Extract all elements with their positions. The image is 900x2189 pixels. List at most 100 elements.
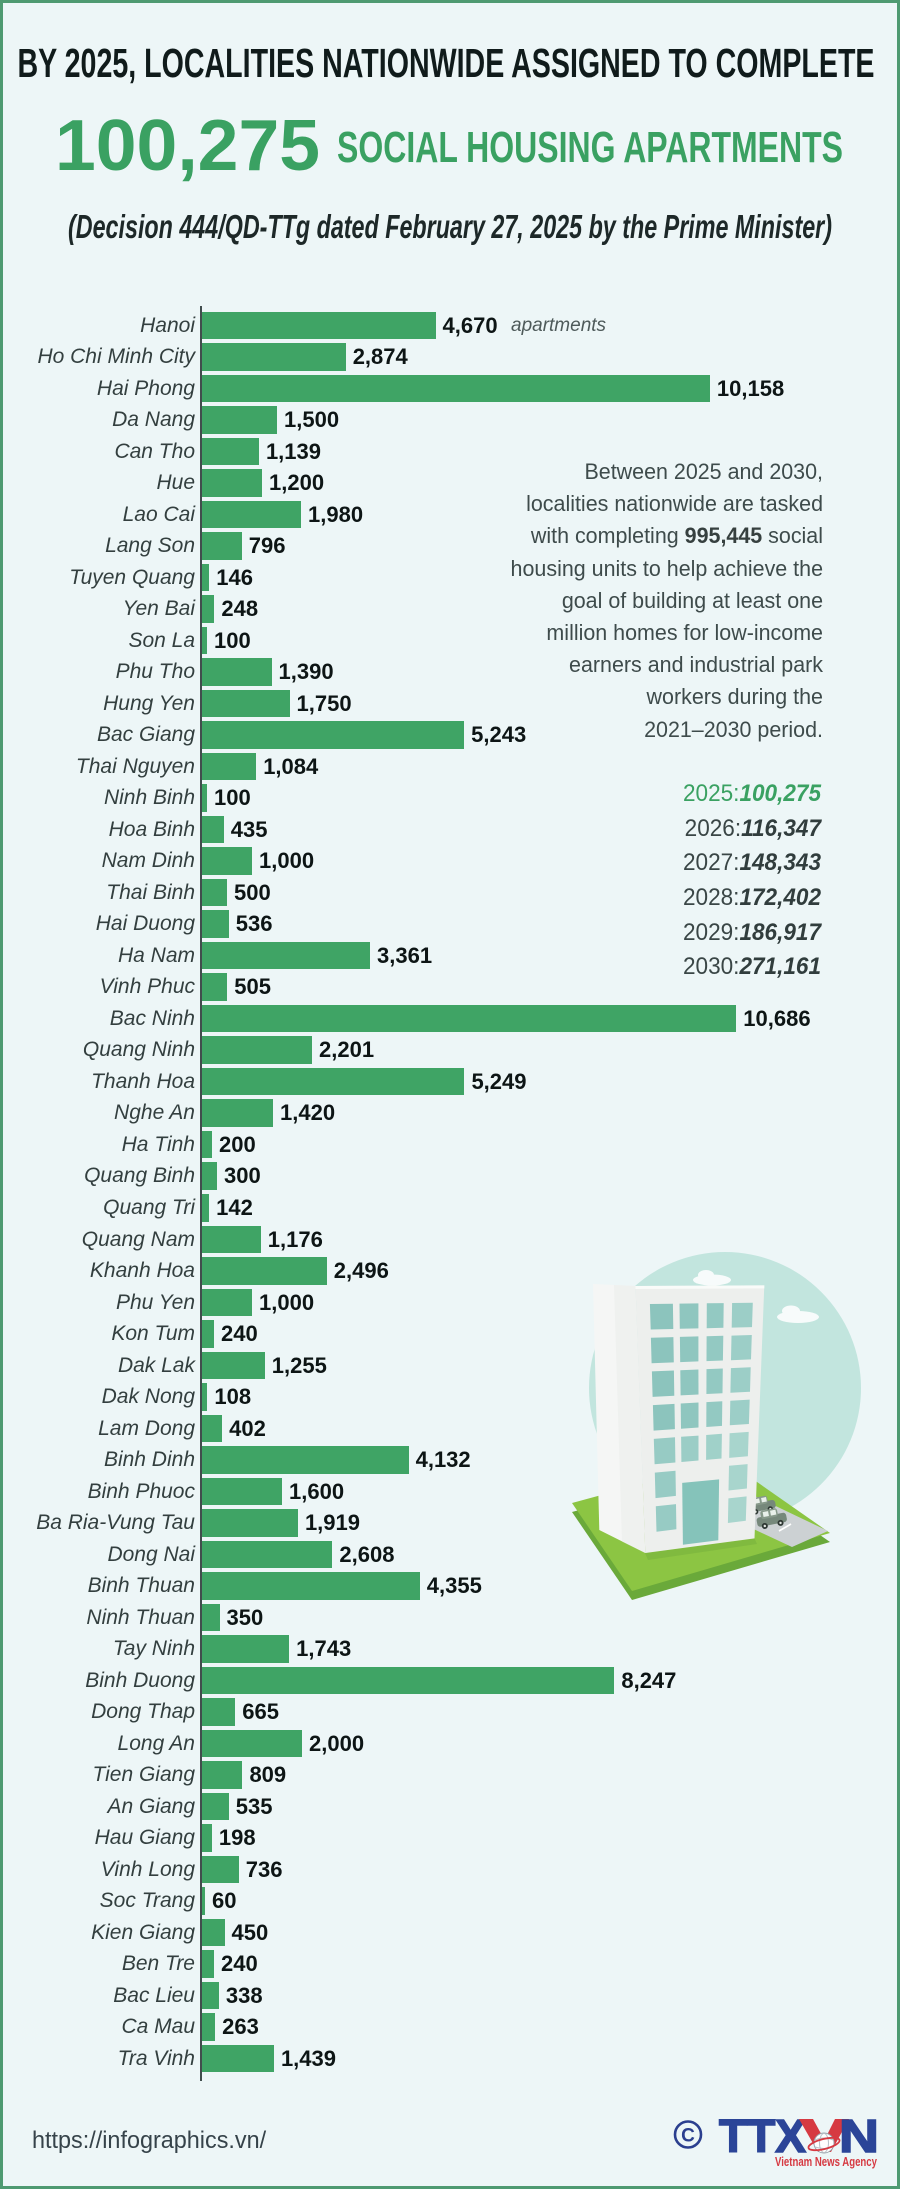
bar — [202, 1162, 217, 1190]
bar — [202, 437, 259, 466]
bar-row: Ha Nam 3,361 — [0, 940, 900, 972]
bar-value: 402 — [229, 1415, 266, 1441]
bar — [202, 1320, 214, 1348]
footer-url[interactable]: https://infographics.vn/ — [32, 2127, 267, 2154]
bar-row: Binh Phuoc 1,600 — [0, 1476, 900, 1508]
building-window — [731, 1335, 752, 1361]
bar — [202, 595, 215, 623]
bar-value: 10,158 — [716, 375, 785, 401]
bar-label: Hue — [156, 471, 195, 495]
bar-label: Tra Vinh — [117, 2046, 195, 2070]
bar-label: Ho Chi Minh City — [37, 345, 195, 369]
bar-row: Soc Trang 60 — [0, 1885, 900, 1917]
bar-value: 100 — [214, 627, 251, 653]
bar-label: Ha Nam — [117, 943, 195, 967]
bar-row: Binh Duong 8,247 — [0, 1665, 900, 1697]
bar-row: Binh Thuan 4,355 — [0, 1570, 900, 1602]
year-target-row: 2030:271,161 — [577, 950, 821, 985]
bar-label: Dong Nai — [107, 1542, 195, 1566]
paragraph-bold-number: 995,445 — [684, 523, 763, 549]
ttxvn-logo: TTX N Vietnam News Agency — [718, 2109, 880, 2169]
svg-text:C: C — [681, 2126, 695, 2147]
bar — [202, 910, 229, 938]
bar — [202, 406, 277, 434]
bar-row: Binh Dinh 4,132 — [0, 1444, 900, 1476]
bar-label: Lao Cai — [122, 502, 195, 526]
bar-value: 1,420 — [280, 1100, 336, 1126]
bar — [202, 1603, 220, 1632]
bar-value: 1,600 — [289, 1478, 345, 1504]
bar-value: 5,249 — [471, 1068, 527, 1094]
bar-row: Bac Lieu 338 — [0, 1980, 900, 2012]
building-window — [706, 1303, 724, 1329]
bar-label: Ba Ria-Vung Tau — [36, 1511, 195, 1535]
bar-value: 3,361 — [377, 942, 433, 968]
logo-n: N — [839, 2110, 879, 2162]
bar-value: 240 — [221, 1321, 258, 1347]
bar-row: Vinh Long 736 — [0, 1854, 900, 1886]
car-icon — [756, 1508, 787, 1529]
bar-value: 505 — [234, 974, 271, 1000]
headline-text: SOCIAL HOUSING APARTMENTS — [337, 123, 843, 172]
bar — [202, 1761, 243, 1789]
bar-label: Ben Tre — [121, 1952, 195, 1976]
bar-value: 4,670 — [442, 312, 498, 338]
bar-row: Phu Tho 1,390 — [0, 656, 900, 688]
bar-value: 500 — [234, 879, 271, 905]
bar-label: Hung Yen — [103, 691, 195, 715]
bar-label: Kien Giang — [91, 1920, 195, 1944]
year-label: 2025: — [682, 780, 740, 807]
bar — [202, 343, 346, 371]
bar-label: Quang Ninh — [82, 1038, 195, 1062]
paragraph-text: Between 2025 and 2030, localities nation… — [526, 459, 823, 549]
bar-row: Tay Ninh 1,743 — [0, 1633, 900, 1665]
bar-row: Dong Nai 2,608 — [0, 1539, 900, 1571]
bar-value: 2,496 — [333, 1258, 389, 1284]
logo-ttx: TTX — [719, 2110, 806, 2162]
bar-value: 142 — [216, 1195, 253, 1220]
bar-row: Phu Yen 1,000 — [0, 1287, 900, 1319]
bar-label: Lam Dong — [98, 1416, 195, 1440]
bar-row: Tuyen Quang 146 — [0, 562, 900, 594]
logo-caption: Vietnam News Agency — [775, 2155, 877, 2169]
bar-label: Binh Dinh — [103, 1448, 195, 1472]
bar-row: Ninh Thuan 350 — [0, 1602, 900, 1634]
bar — [202, 1477, 282, 1506]
bar-label: Vinh Phuc — [99, 975, 195, 999]
bar — [202, 752, 257, 781]
year-label: 2027: — [682, 849, 740, 877]
year-label: 2026: — [684, 814, 742, 842]
bar-label: Hai Duong — [95, 912, 195, 936]
year-target-row: 2027:148,343 — [577, 846, 821, 881]
bar — [202, 941, 371, 970]
bar — [202, 532, 242, 560]
bar-value: 263 — [222, 2014, 259, 2040]
bar-label: Son La — [128, 628, 195, 652]
bar — [202, 500, 301, 529]
bar-label: Quang Nam — [81, 1227, 195, 1251]
bar-label: Ninh Thuan — [86, 1605, 195, 1629]
bar — [202, 1099, 273, 1127]
bar-row: Ho Chi Minh City 2,874 — [0, 341, 900, 373]
building-window — [651, 1370, 675, 1397]
bar-row: Ba Ria-Vung Tau 1,919 — [0, 1507, 900, 1539]
bar-label: Hai Phong — [96, 376, 195, 400]
bar-value: 1,500 — [284, 407, 340, 433]
bar-value: 338 — [225, 1982, 263, 2008]
building-window — [706, 1401, 723, 1427]
building-roof-edge — [635, 1285, 765, 1289]
bar-value: 60 — [212, 1888, 237, 1914]
bar-value: 1,743 — [296, 1636, 352, 1662]
bar-row: Lao Cai 1,980 — [0, 499, 900, 531]
bar-row: Da Nang 1,500 — [0, 404, 900, 436]
bar-label: Binh Duong — [85, 1668, 195, 1692]
bar-row: Nghe An 1,420 — [0, 1097, 900, 1129]
bar — [202, 1509, 298, 1537]
bar-row: Hai Phong 10,158 — [0, 373, 900, 405]
bar — [202, 1572, 420, 1600]
copyright-icon: C — [673, 2120, 703, 2149]
bar-row: Bac Giang 5,243 — [0, 719, 900, 751]
bar — [202, 1887, 205, 1915]
bar-value: 2,608 — [339, 1541, 395, 1567]
building-window — [706, 1368, 723, 1394]
